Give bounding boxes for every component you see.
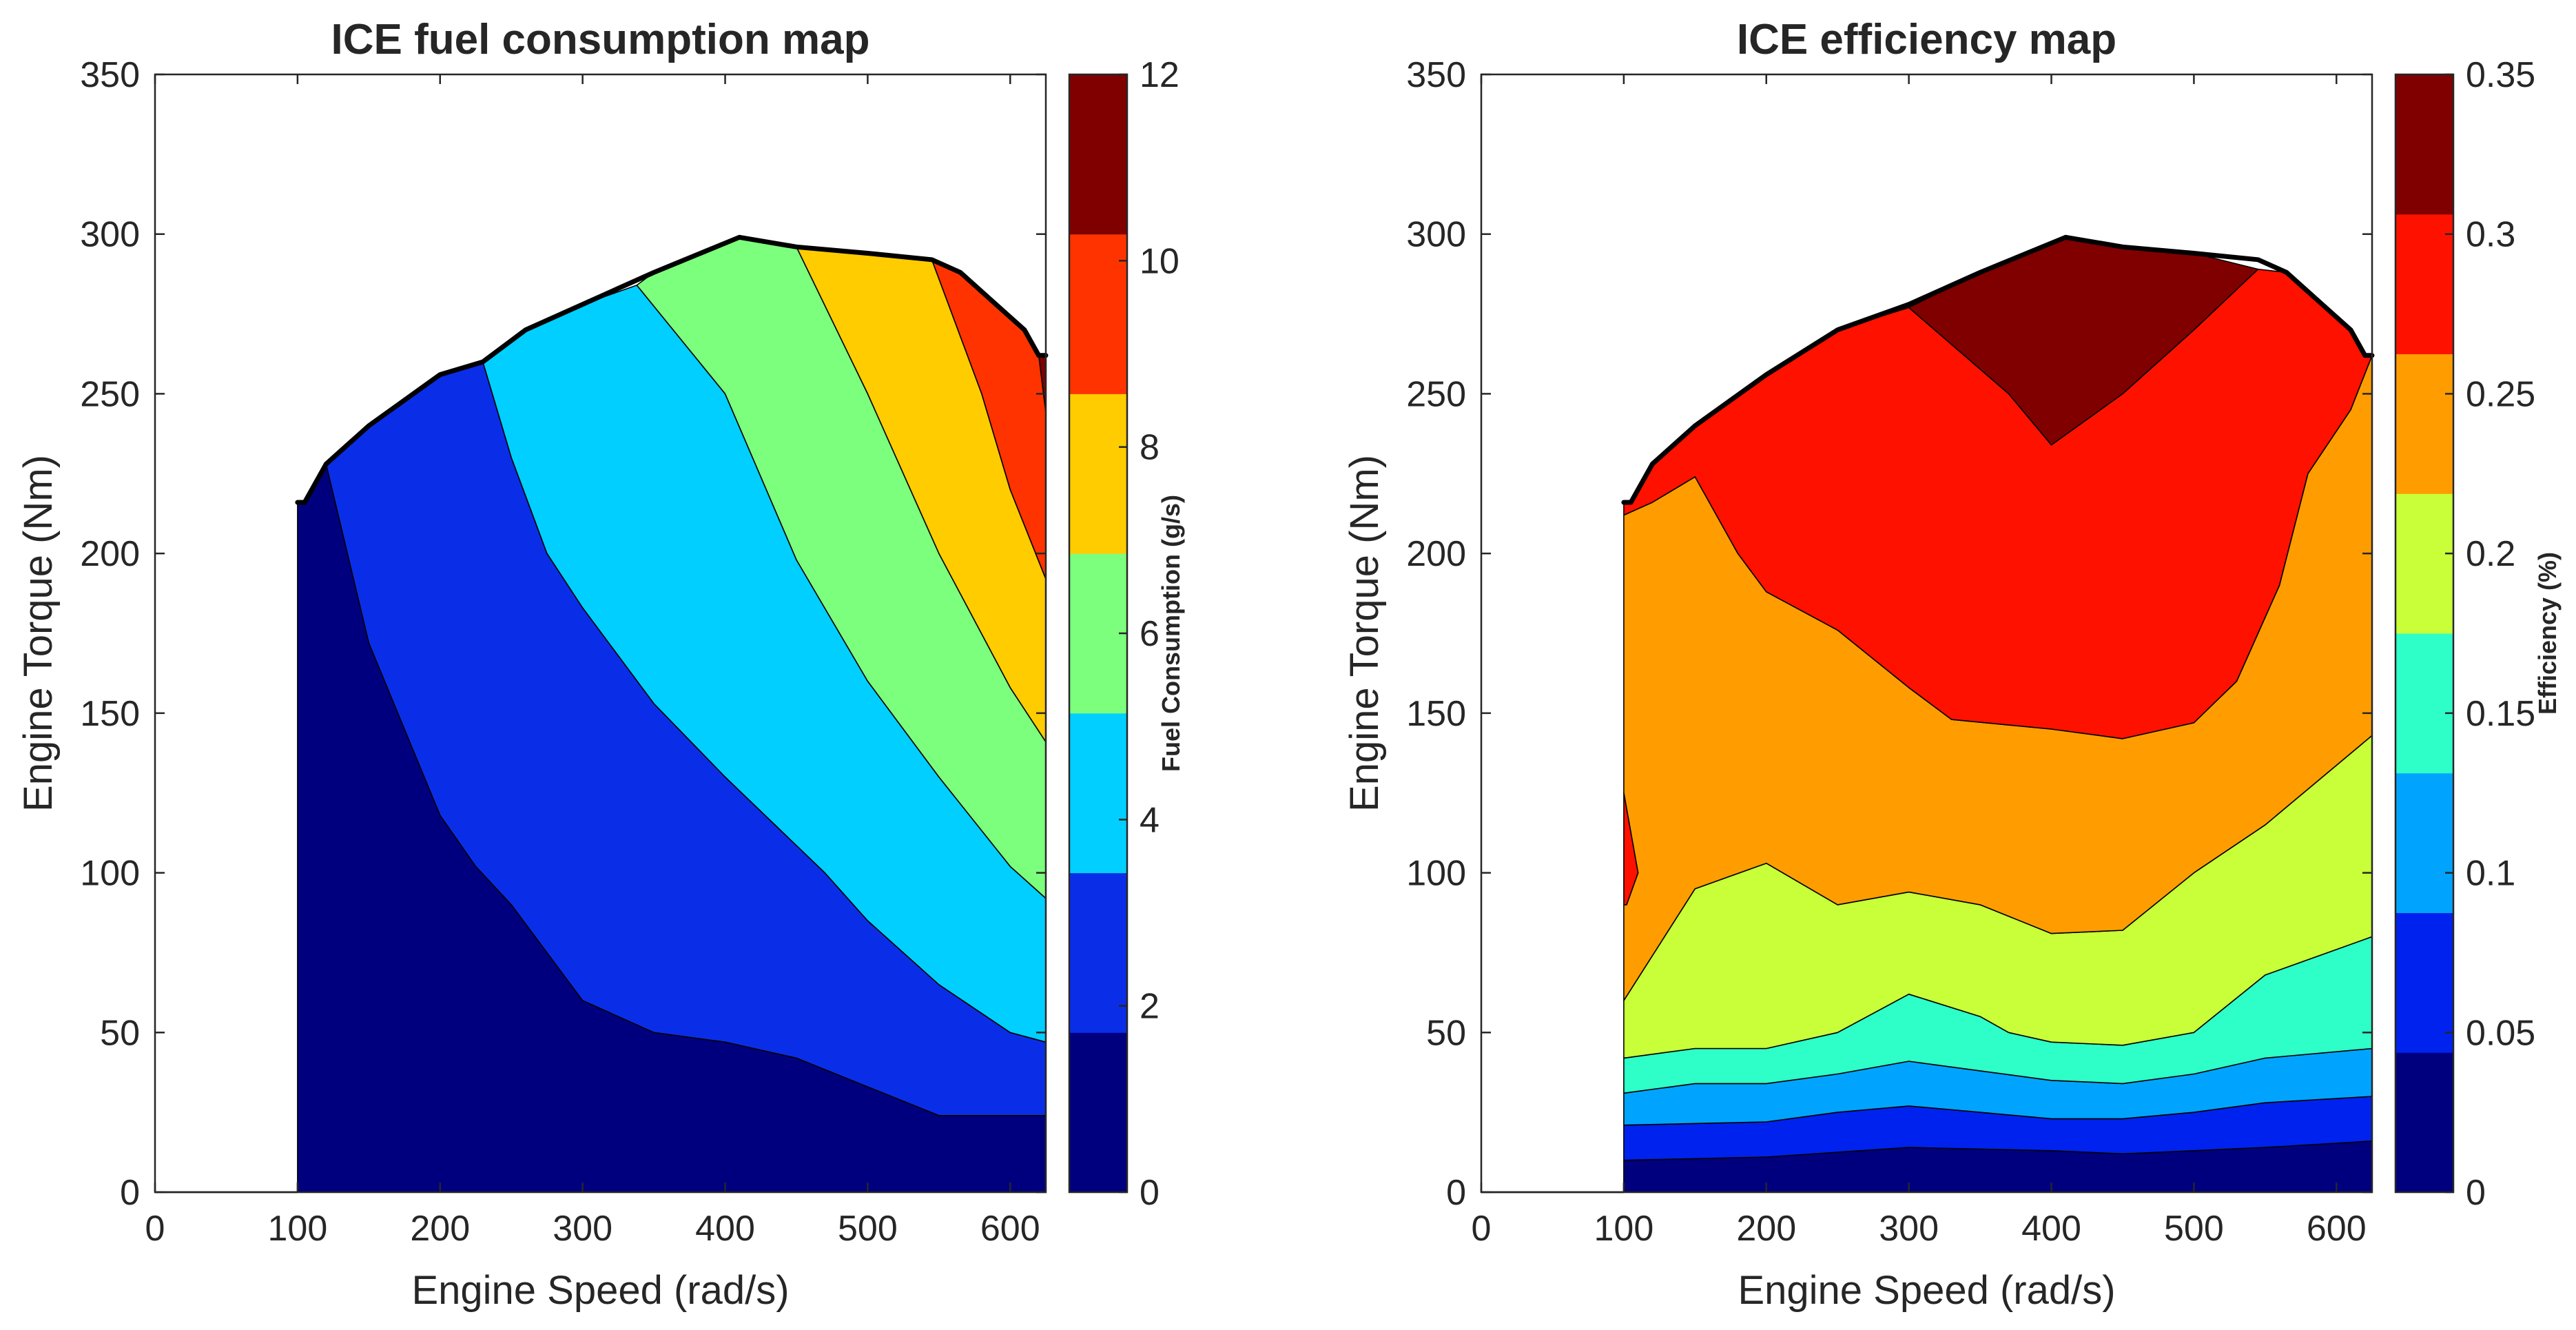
y-axis-label: Engine Torque (Nm)	[16, 455, 61, 812]
colorbar-tick-label: 0	[2466, 1173, 2486, 1213]
colorbar-segment	[1069, 1032, 1127, 1193]
y-tick-label: 150	[1406, 694, 1466, 734]
y-tick-label: 100	[1406, 854, 1466, 894]
y-tick-label: 100	[80, 854, 140, 894]
colorbar-tick-label: 0.1	[2466, 854, 2515, 894]
colorbar-tick-label: 2	[1140, 987, 1160, 1027]
x-tick-label: 300	[553, 1209, 612, 1249]
colorbar-segment	[2395, 912, 2453, 1053]
x-tick-label: 100	[267, 1209, 327, 1249]
y-tick-label: 0	[1446, 1173, 1466, 1213]
x-axis-label: Engine Speed (rad/s)	[411, 1268, 789, 1313]
x-tick-label: 300	[1879, 1209, 1939, 1249]
colorbar-segment	[2395, 214, 2453, 354]
colorbar-segment	[1069, 713, 1127, 874]
colorbar-segment	[1069, 234, 1127, 394]
y-tick-label: 250	[80, 374, 140, 414]
colorbar-segment	[1069, 74, 1127, 235]
colorbar-tick-label: 0.15	[2466, 694, 2535, 734]
x-tick-label: 200	[410, 1209, 470, 1249]
colorbar-segment	[2395, 773, 2453, 913]
colorbar-segment	[1069, 393, 1127, 554]
chart-panel-1: 0 100 200 300 400 500 600050100150200250300350…	[16, 16, 1185, 1313]
y-tick-label: 350	[80, 55, 140, 95]
colorbar-tick-label: 12	[1140, 55, 1179, 95]
x-tick-label: 400	[695, 1209, 755, 1249]
max-torque-curve	[1621, 234, 2375, 505]
chart-panel-2: 0 100 200 300 400 500 600 0 50 100 150 200 250 300 350…	[1342, 16, 2562, 1313]
x-tick-label: 500	[838, 1209, 898, 1249]
chart-title: ICE efficiency map	[1737, 16, 2116, 63]
x-tick-label: 0	[1472, 1209, 1492, 1249]
x-tick-label: 500	[2164, 1209, 2224, 1249]
y-axis-label: Engine Torque (Nm)	[1342, 455, 1387, 812]
x-tick-label: 100	[1594, 1209, 1653, 1249]
y-tick-label: 300	[80, 215, 140, 255]
y-tick-label: 0	[120, 1173, 140, 1213]
colorbar-tick-label: 0	[1140, 1173, 1160, 1213]
x-tick-label: 200	[1736, 1209, 1796, 1249]
colorbar-tick-label: 4	[1140, 800, 1160, 840]
y-tick-label: 150	[80, 694, 140, 734]
y-tick-label: 50	[1426, 1013, 1466, 1053]
colorbar: 0 0.05 0.1 0.15 0.2 0.25 0.3 0.35 Efficiency (%)	[2394, 55, 2562, 1213]
axes-box	[154, 73, 1047, 1194]
x-axis-label: Engine Speed (rad/s)	[1738, 1268, 2115, 1313]
colorbar-tick-label: 0.05	[2466, 1013, 2535, 1053]
colorbar-tick-label: 10	[1140, 241, 1179, 281]
colorbar-tick-label: 0.25	[2466, 374, 2535, 414]
colorbar-tick-label: 0.2	[2466, 534, 2515, 574]
x-tick-label: 0	[145, 1209, 165, 1249]
y-tick-label: 300	[1406, 215, 1466, 255]
y-tick-label: 50	[100, 1013, 140, 1053]
colorbar-segment	[1069, 872, 1127, 1033]
colorbar-frame	[2394, 73, 2455, 1194]
colorbar-segment	[2395, 354, 2453, 494]
axes-box	[1480, 73, 2373, 1194]
contour-region-8	[1623, 792, 1639, 906]
colorbar-segment	[2395, 633, 2453, 774]
colorbar-label: Fuel Consumption (g/s)	[1157, 495, 1185, 772]
colorbar-tick-label: 8	[1140, 428, 1160, 468]
x-tick-label: 600	[980, 1209, 1040, 1249]
y-tick-label: 200	[80, 534, 140, 574]
y-tick-label: 250	[1406, 374, 1466, 414]
colorbar-tick-label: 6	[1140, 614, 1160, 654]
max-torque-curve	[295, 234, 1049, 505]
chart-title: ICE fuel consumption map	[331, 16, 870, 63]
colorbar-label: Efficiency (%)	[2533, 552, 2562, 715]
colorbar-segment	[2395, 1052, 2453, 1193]
colorbar-segment	[1069, 553, 1127, 714]
x-tick-label: 400	[2021, 1209, 2081, 1249]
y-tick-label: 200	[1406, 534, 1466, 574]
x-tick-label: 600	[2307, 1209, 2367, 1249]
colorbar-segment	[2395, 493, 2453, 634]
y-tick-label: 350	[1406, 55, 1466, 95]
colorbar-segment	[2395, 74, 2453, 215]
colorbar-tick-label: 0.35	[2466, 55, 2535, 95]
colorbar-tick-label: 0.3	[2466, 215, 2515, 255]
colorbar: 0 2 4 6 8 10 12 Fuel Consumption (g/s)	[1068, 55, 1185, 1213]
